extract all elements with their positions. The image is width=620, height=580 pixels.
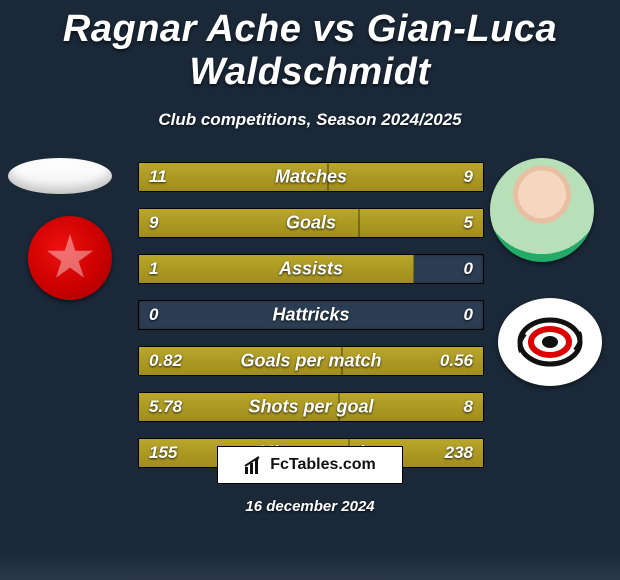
stat-value-right: 9 [464, 167, 473, 187]
date-label: 16 december 2024 [245, 498, 374, 515]
stat-label: Goals [286, 213, 336, 234]
stat-value-right: 5 [464, 213, 473, 233]
stat-label: Shots per goal [248, 397, 373, 418]
bottom-gradient [0, 554, 620, 580]
stat-label: Matches [275, 167, 347, 188]
stat-value-left: 5.78 [149, 397, 182, 417]
stat-row: 5.78 8 Shots per goal [138, 392, 484, 422]
stat-value-right: 8 [464, 397, 473, 417]
stat-bars: 11 9 Matches 9 5 Goals 1 0 Assists 0 0 Hattricks 0.8… [138, 162, 484, 484]
stat-value-right: 238 [445, 443, 473, 463]
stat-label: Assists [279, 259, 343, 280]
stat-row: 0 0 Hattricks [138, 300, 484, 330]
stat-label: Goals per match [240, 351, 381, 372]
stat-value-right: 0 [464, 259, 473, 279]
brand-icon [244, 455, 264, 475]
stat-bar-left [139, 255, 414, 283]
stat-value-left: 0 [149, 305, 158, 325]
stat-row: 11 9 Matches [138, 162, 484, 192]
player-left-placeholder [8, 158, 112, 194]
hurricane-icon [515, 314, 585, 370]
stat-row: 1 0 Assists [138, 254, 484, 284]
stat-value-left: 11 [149, 167, 167, 187]
brand-label: FcTables.com [270, 456, 376, 474]
brand-badge[interactable]: FcTables.com [217, 446, 403, 484]
stat-value-left: 0.82 [149, 351, 182, 371]
club-badge-right [498, 298, 602, 386]
page-title: Ragnar Ache vs Gian-Luca Waldschmidt [0, 0, 620, 94]
stat-row: 0.82 0.56 Goals per match [138, 346, 484, 376]
stat-value-right: 0.56 [440, 351, 473, 371]
stat-value-right: 0 [464, 305, 473, 325]
stat-bar-right [328, 163, 483, 191]
stat-value-left: 155 [149, 443, 177, 463]
stat-label: Hattricks [272, 305, 349, 326]
stat-value-left: 1 [149, 259, 158, 279]
stat-row: 9 5 Goals [138, 208, 484, 238]
stat-value-left: 9 [149, 213, 158, 233]
player-right-photo [490, 158, 594, 262]
club-badge-left [28, 216, 112, 300]
subtitle: Club competitions, Season 2024/2025 [0, 110, 620, 130]
